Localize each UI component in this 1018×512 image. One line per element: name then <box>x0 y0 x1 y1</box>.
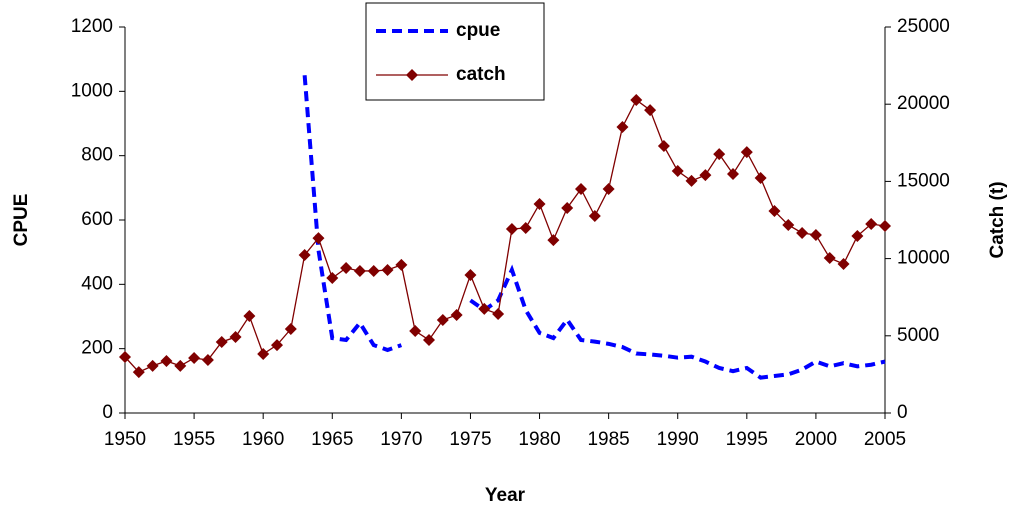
marker <box>644 104 657 117</box>
y2-tick-label: 25000 <box>897 16 950 37</box>
marker <box>713 148 726 161</box>
marker <box>671 165 684 178</box>
marker <box>519 222 532 235</box>
marker <box>478 302 491 315</box>
marker <box>533 197 546 210</box>
marker <box>464 268 477 281</box>
y-tick-label: 0 <box>102 402 113 423</box>
marker <box>616 121 629 134</box>
marker <box>201 354 214 367</box>
marker <box>423 333 435 346</box>
x-tick-label: 2000 <box>795 429 837 450</box>
marker <box>823 251 836 264</box>
marker <box>215 335 228 348</box>
x-axis-label: Year <box>485 485 526 506</box>
x-tick-label: 1970 <box>380 429 422 450</box>
marker <box>229 331 242 344</box>
marker <box>685 174 698 187</box>
marker <box>782 218 795 231</box>
marker <box>865 218 878 231</box>
y2-tick-label: 0 <box>897 402 908 423</box>
legend-marker <box>406 69 418 81</box>
marker <box>395 258 408 271</box>
marker <box>630 94 643 107</box>
y2-tick-label: 15000 <box>897 170 950 191</box>
marker <box>353 264 366 277</box>
x-tick-label: 1960 <box>242 429 284 450</box>
marker <box>298 249 311 262</box>
y2-tick-label: 20000 <box>897 93 950 114</box>
x-tick-label: 1985 <box>587 429 629 450</box>
marker <box>575 182 587 195</box>
marker <box>809 228 822 241</box>
marker <box>367 264 380 277</box>
marker <box>146 359 159 372</box>
marker <box>561 201 574 214</box>
marker <box>174 359 187 372</box>
y-tick-label: 600 <box>81 209 113 230</box>
marker <box>243 310 256 323</box>
marker <box>796 226 809 239</box>
marker <box>879 220 891 233</box>
series-line <box>124 99 886 373</box>
x-tick-label: 1975 <box>449 429 491 450</box>
y-tick-label: 400 <box>81 273 113 294</box>
legend-label: cpue <box>456 20 500 41</box>
marker <box>284 323 297 336</box>
legend-label: catch <box>456 64 506 85</box>
marker <box>588 209 601 222</box>
x-tick-label: 1990 <box>657 429 699 450</box>
x-tick-label: 1980 <box>518 429 560 450</box>
x-tick-label: 1955 <box>173 429 215 450</box>
marker <box>851 230 864 243</box>
marker <box>436 314 449 327</box>
marker <box>409 325 422 338</box>
x-tick-label: 1965 <box>311 429 353 450</box>
marker <box>768 205 781 218</box>
x-tick-label: 2005 <box>864 429 906 450</box>
marker <box>740 146 753 159</box>
marker <box>505 222 518 235</box>
series-line <box>302 75 886 380</box>
y-tick-label: 800 <box>81 145 113 166</box>
y2-tick-label: 5000 <box>897 325 939 346</box>
marker <box>657 140 670 153</box>
y-tick-label: 200 <box>81 338 113 359</box>
marker <box>837 258 850 271</box>
marker <box>119 350 131 363</box>
y2-tick-label: 10000 <box>897 248 950 269</box>
marker <box>326 272 339 285</box>
marker <box>132 366 145 379</box>
marker <box>312 232 325 245</box>
x-tick-label: 1995 <box>726 429 768 450</box>
y-axis-label: CPUE <box>11 194 32 247</box>
y2-axis-label: Catch (t) <box>987 181 1008 258</box>
marker <box>547 234 560 247</box>
marker <box>381 264 394 277</box>
marker <box>340 262 353 275</box>
marker <box>492 308 505 321</box>
marker <box>160 354 173 367</box>
marker <box>257 348 270 361</box>
marker <box>188 352 201 365</box>
marker <box>727 167 739 180</box>
y-tick-label: 1200 <box>71 16 113 37</box>
marker <box>450 308 463 321</box>
marker <box>602 182 615 195</box>
x-tick-label: 1950 <box>104 429 146 450</box>
y-tick-label: 1000 <box>71 80 113 101</box>
marker <box>271 339 283 352</box>
marker <box>754 172 767 185</box>
legend-box <box>365 2 545 101</box>
marker <box>699 169 712 182</box>
